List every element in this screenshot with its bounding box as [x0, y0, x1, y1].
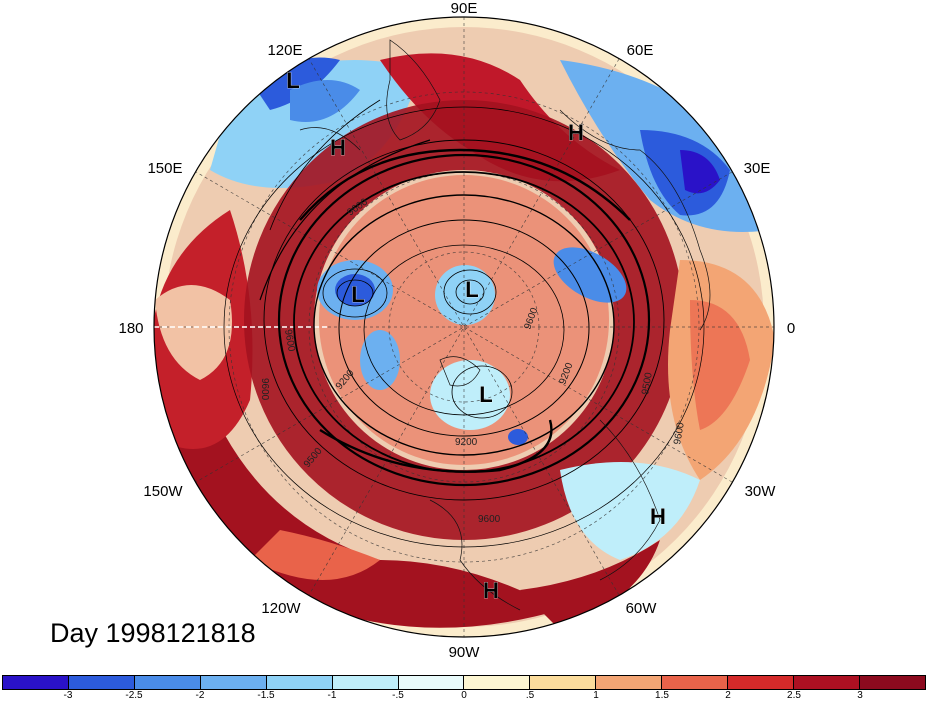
colorbar-tick-label: -1.5 — [257, 690, 275, 701]
colorbar-segment — [332, 676, 399, 689]
coastlines — [299, 39, 711, 611]
contour-label: 9600 — [478, 514, 501, 525]
lon-label: 0 — [787, 320, 795, 337]
colorbar-segment — [134, 676, 201, 689]
date-label: Day 1998121818 — [50, 618, 256, 648]
lon-label: 60E — [627, 42, 654, 59]
colorbar-segment — [464, 676, 531, 689]
colorbar-segment — [68, 676, 135, 689]
high-center-marker: H — [330, 135, 346, 160]
lon-label: 60W — [626, 600, 658, 617]
colorbar-segment — [398, 676, 465, 689]
colorbar-tick-label: 1.5 — [655, 690, 669, 701]
low-center-marker: L — [286, 68, 299, 93]
pressure-centers: L H H L L L L H H — [286, 68, 666, 604]
contour-label: 9600 — [259, 378, 270, 401]
lon-label: 30E — [744, 160, 771, 177]
lon-label: 90E — [451, 0, 478, 17]
longitude-labels: 90E 60E 30E 0 30W 60W 90W 120W 150W 180 … — [118, 0, 795, 661]
colorbar-tick-label: 0 — [461, 690, 467, 701]
colorbar-tick-label: 1 — [593, 690, 599, 701]
colorbar-segment — [266, 676, 333, 689]
high-center-marker: H — [650, 504, 666, 529]
colorbar-segment — [3, 676, 69, 689]
lon-label: 180 — [118, 320, 143, 337]
height-contours — [223, 99, 705, 548]
colorbar-segment — [530, 676, 597, 689]
map-boundary — [153, 16, 775, 638]
low-center-marker: L — [479, 382, 492, 407]
colorbar-tick-label: 2.5 — [787, 690, 801, 701]
contour-label: 9600 — [672, 421, 687, 445]
high-center-marker: H — [568, 120, 584, 145]
colorbar-segment — [728, 676, 795, 689]
polar-map: 90E 60E 30E 0 30W 60W 90W 120W 150W 180 … — [118, 0, 795, 661]
contour-label: 9600 — [282, 329, 297, 353]
anomaly-shading — [154, 17, 774, 637]
colorbar-tick-labels: -3 -2.5 -2 -1.5 -1 -.5 0 .5 1 1.5 2 2.5 3 — [2, 690, 926, 702]
colorbar-tick-label: .5 — [525, 690, 535, 701]
contour-label: 9200 — [455, 437, 478, 448]
colorbar — [2, 675, 926, 690]
colorbar-segment — [662, 676, 729, 689]
colorbar-tick-label: -1 — [327, 690, 337, 701]
lon-label: 120W — [261, 600, 301, 617]
high-center-marker: H — [483, 578, 499, 603]
low-center-marker: L — [351, 282, 364, 307]
low-center-marker: L — [465, 277, 478, 302]
lon-label: 150E — [147, 160, 182, 177]
colorbar-tick-label: -2.5 — [125, 690, 143, 701]
colorbar-segment — [794, 676, 860, 689]
colorbar-segment — [859, 676, 925, 689]
colorbar-tick-label: -3 — [63, 690, 73, 701]
colorbar-tick-label: 3 — [857, 690, 863, 701]
lon-label: 150W — [143, 483, 183, 500]
lon-label: 30W — [745, 483, 777, 500]
colorbar-segment — [200, 676, 267, 689]
lon-label: 120E — [267, 42, 302, 59]
colorbar-segment — [596, 676, 663, 689]
lon-label: 90W — [449, 644, 481, 661]
colorbar-tick-label: 2 — [725, 690, 731, 701]
colorbar-tick-label: -.5 — [392, 690, 404, 701]
colorbar-tick-label: -2 — [195, 690, 205, 701]
contour-label: 9500 — [640, 371, 655, 395]
